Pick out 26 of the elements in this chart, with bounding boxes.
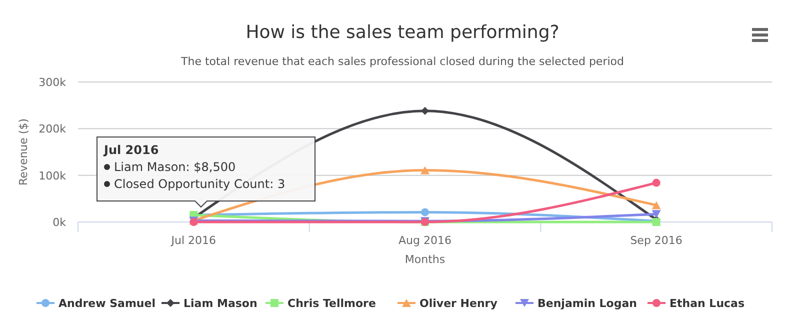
annotation: Jul 2016	[103, 143, 159, 157]
y-tick-label: 0k	[52, 216, 67, 229]
legend-label: Oliver Henry	[420, 297, 498, 310]
point	[421, 208, 429, 216]
y-tick-label: 300k	[38, 76, 67, 89]
y-tick-label: 200k	[38, 122, 67, 136]
legend-label: Chris Tellmore	[288, 297, 376, 310]
y-tick-label: 100k	[38, 169, 67, 182]
legend-label: Liam Mason	[184, 297, 258, 310]
legend-label: Andrew Samuel	[58, 297, 156, 310]
x-tick-label: Jul 2016	[170, 234, 216, 247]
point	[420, 166, 430, 174]
legend-label: Benjamin Logan	[538, 297, 637, 310]
point	[652, 201, 661, 210]
x-axis-title: Months	[404, 253, 446, 266]
annotation: Liam Mason: $8,500	[114, 160, 236, 174]
legend-label: Ethan Lucas	[670, 297, 745, 310]
x-tick-label: Aug 2016	[398, 234, 452, 247]
chart-subtitle: The total revenue that each sales professional closed during the selected period	[180, 55, 624, 68]
annotation: Closed Opportunity Count: 3	[114, 177, 286, 191]
point	[652, 210, 661, 218]
chart-title: How is the sales team performing?	[246, 22, 560, 43]
point	[652, 178, 660, 187]
y-axis-title: Revenue ($)	[17, 118, 30, 186]
x-tick-label: Sep 2016	[630, 234, 682, 247]
point	[421, 106, 429, 115]
